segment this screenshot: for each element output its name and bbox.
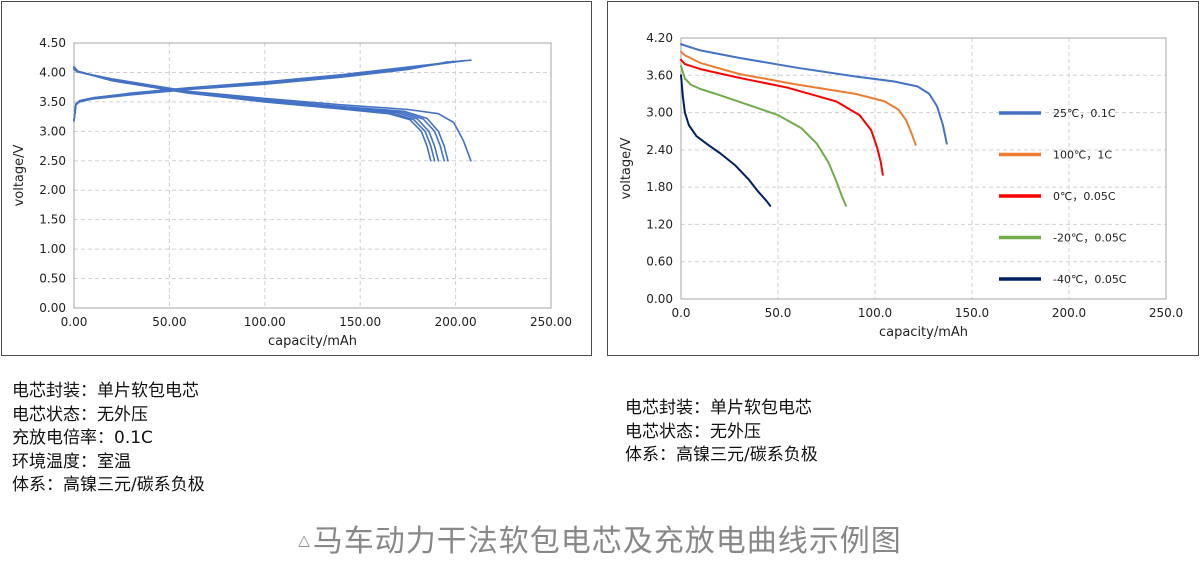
y-tick-label: 4.50 — [39, 36, 66, 50]
right-chart-svg: 0.00 0.60 1.20 1.80 2.40 3.00 3.60 4.20 0.0 50.0 1… — [619, 31, 1183, 340]
y-tick-label: 4.00 — [39, 65, 66, 79]
series-line--20005C — [680, 65, 847, 207]
x-tick-label: 100.00 — [244, 315, 286, 329]
y-tick-label: 1.20 — [646, 217, 673, 231]
x-tick-label: 250.00 — [530, 315, 572, 329]
left-chart-svg: 0.00 0.50 1.00 1.50 2.00 2.50 3.00 3.50 4.00 4.50… — [12, 36, 572, 349]
right-cell-info: 电芯封装：单片软包电芯 电芯状态：无外压 体系：高镍三元/碳系负极 — [625, 397, 818, 468]
legend-label: -20℃，0.05C — [1053, 232, 1127, 245]
series-line-0005C — [680, 58, 884, 176]
series-line-discharge-6 — [73, 68, 472, 162]
legend-label: 0℃，0.05C — [1053, 190, 1116, 203]
legend-label: 25℃，0.1C — [1053, 107, 1116, 120]
figure-caption: △马车动力干法软包电芯及充放电曲线示例图 — [0, 516, 1200, 560]
series-line-2501C — [680, 43, 948, 145]
x-tick-label: 0.00 — [61, 315, 88, 329]
series-line--40005C — [680, 74, 772, 207]
triangle-marker-icon: △ — [298, 531, 311, 549]
y-tick-label: 4.20 — [646, 31, 673, 45]
info-line: 充放电倍率：0.1C — [12, 428, 153, 448]
info-line: 体系：高镍三元/碳系负极 — [625, 445, 818, 465]
y-tick-label: 3.60 — [646, 68, 673, 82]
y-tick-label: 1.50 — [39, 213, 66, 227]
x-tick-label: 200.00 — [435, 315, 477, 329]
plot-area-border — [680, 37, 1167, 300]
y-tick-label: 1.80 — [646, 180, 673, 194]
y-tick-label: 3.00 — [39, 124, 66, 138]
y-axis-title: voltage/V — [619, 137, 634, 199]
info-line: 电芯状态：无外压 — [12, 404, 148, 425]
y-tick-label: 2.40 — [646, 143, 673, 157]
x-tick-label: 50.00 — [152, 315, 186, 329]
x-tick-label: 50.0 — [765, 306, 792, 320]
info-line: 电芯封装：单片软包电芯 — [625, 398, 812, 418]
legend-label: -40℃，0.05C — [1053, 273, 1127, 286]
x-tick-label: 250.0 — [1149, 306, 1183, 320]
x-tick-label: 100.0 — [858, 306, 892, 320]
y-axis-title: voltage/V — [12, 144, 27, 206]
y-tick-label: 2.00 — [39, 183, 66, 197]
series-line-charge-5 — [73, 59, 472, 122]
left-cell-info: 电芯封装：单片软包电芯 电芯状态：无外压 充放电倍率：0.1C 环境温度：室温 … — [12, 380, 205, 498]
y-tick-label: 0.00 — [646, 292, 673, 306]
x-axis-title: capacity/mAh — [879, 325, 968, 340]
y-tick-label: 2.50 — [39, 154, 66, 168]
y-tick-label: 0.50 — [39, 272, 66, 286]
y-tick-label: 0.00 — [39, 301, 66, 315]
series-line-1001C — [680, 50, 917, 146]
info-line: 电芯封装：单片软包电芯 — [12, 381, 199, 401]
x-tick-label: 200.0 — [1052, 306, 1086, 320]
x-tick-label: 150.00 — [339, 315, 381, 329]
left-chart-panel: 0.00 0.50 1.00 1.50 2.00 2.50 3.00 3.50 4.00 4.50… — [1, 1, 592, 356]
info-line: 电芯状态：无外压 — [625, 421, 761, 442]
x-tick-label: 0.0 — [671, 306, 690, 320]
legend-label: 100℃，1C — [1053, 149, 1112, 162]
info-line: 体系：高镍三元/碳系负极 — [12, 475, 205, 495]
caption-text: 马车动力干法软包电芯及充放电曲线示例图 — [312, 524, 902, 559]
right-chart-panel: 0.00 0.60 1.20 1.80 2.40 3.00 3.60 4.20 0.0 50.0 1… — [607, 1, 1199, 356]
x-tick-label: 150.0 — [955, 306, 989, 320]
y-tick-label: 1.00 — [39, 242, 66, 256]
info-line: 环境温度：室温 — [12, 451, 131, 472]
y-tick-label: 3.00 — [646, 106, 673, 120]
y-tick-label: 3.50 — [39, 95, 66, 109]
x-axis-title: capacity/mAh — [268, 334, 357, 349]
y-tick-label: 0.60 — [646, 255, 673, 269]
plot-area-border — [73, 42, 552, 309]
